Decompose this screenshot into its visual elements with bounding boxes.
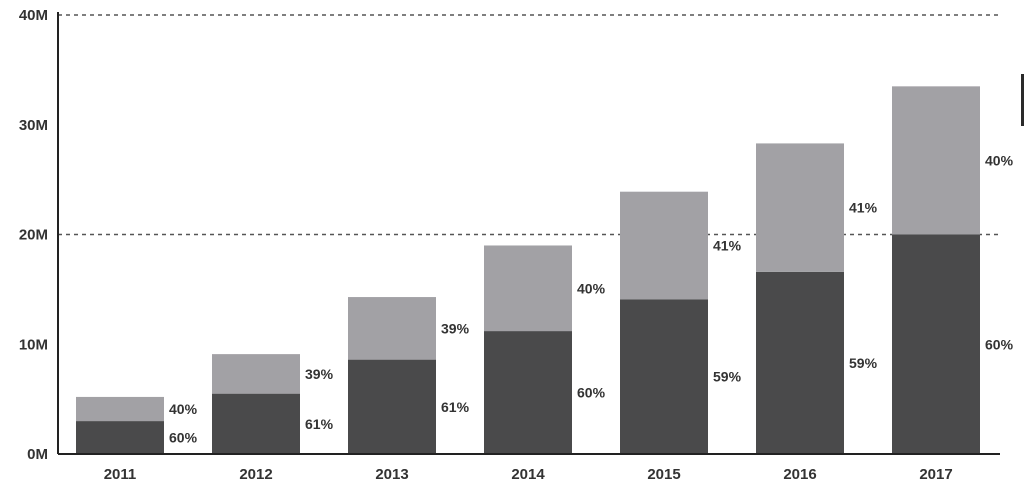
bar-segment-light: [212, 354, 300, 394]
edge-marker: [1021, 74, 1024, 126]
data-label: 41%: [849, 200, 878, 216]
data-label: 60%: [169, 430, 198, 446]
data-label: 61%: [305, 416, 334, 432]
data-label: 41%: [713, 237, 742, 253]
data-label: 39%: [441, 320, 470, 336]
x-tick-label: 2015: [647, 466, 680, 483]
data-label: 59%: [849, 355, 878, 371]
x-tick-label: 2014: [511, 466, 545, 483]
data-label: 39%: [305, 366, 334, 382]
x-tick-label: 2017: [919, 466, 952, 483]
data-label: 59%: [713, 369, 742, 385]
data-label: 60%: [985, 336, 1014, 352]
bar-segment-dark: [892, 234, 980, 454]
bar-segment-light: [484, 245, 572, 332]
data-label: 40%: [985, 152, 1014, 168]
bar-segment-dark: [212, 393, 300, 454]
y-tick-label: 20M: [19, 227, 48, 244]
bar-segment-light: [620, 191, 708, 300]
x-tick-label: 2016: [783, 466, 816, 483]
y-tick-label: 30M: [19, 117, 48, 134]
bar-segment-light: [892, 86, 980, 235]
bar-segment-dark: [756, 271, 844, 454]
y-tick-label: 0M: [27, 446, 48, 463]
bar-segment-light: [348, 297, 436, 360]
data-labels: 60% 40% 61% 39% 61% 39% 60% 40% 59% 41% 59% 41% 60% 4…: [169, 152, 1014, 445]
bars: [76, 86, 980, 454]
data-label: 40%: [577, 280, 606, 296]
data-label: 60%: [577, 385, 606, 401]
x-tick-label: 2013: [375, 466, 408, 483]
bar-segment-light: [76, 396, 164, 422]
bar-segment-dark: [348, 359, 436, 454]
bar-segment-dark: [484, 331, 572, 454]
bar-segment-light: [756, 143, 844, 272]
x-tick-label: 2011: [104, 466, 137, 483]
x-tick-label: 2012: [239, 466, 272, 483]
axes: 0M 10M 20M 30M 40M 2011 2012 2013 2014 2015 2016 20…: [19, 7, 1000, 483]
data-label: 40%: [169, 401, 198, 417]
bar-segment-dark: [620, 299, 708, 454]
data-label: 61%: [441, 399, 470, 415]
y-tick-label: 10M: [19, 336, 48, 353]
y-tick-label: 40M: [19, 7, 48, 24]
bar-segment-dark: [76, 421, 164, 454]
